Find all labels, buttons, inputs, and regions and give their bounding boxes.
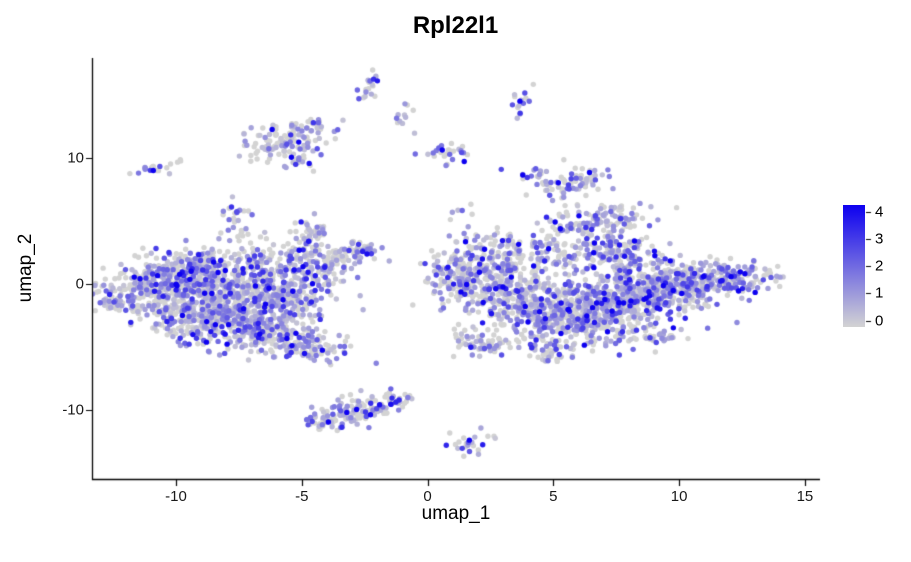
colorbar-tick-label: 1 bbox=[875, 284, 884, 302]
y-tick-label: 0 bbox=[75, 275, 84, 293]
x-tick-label: 0 bbox=[423, 488, 432, 505]
colorbar-tick-label: 4 bbox=[875, 203, 884, 221]
y-axis-title: umap_2 bbox=[15, 233, 36, 303]
colorbar-tick-label: 3 bbox=[875, 230, 884, 248]
y-tick-label: 10 bbox=[67, 149, 84, 167]
x-tick-label: 10 bbox=[670, 488, 688, 505]
x-tick-label: -10 bbox=[165, 488, 187, 505]
plot-title: Rpl22l1 bbox=[412, 12, 499, 39]
x-tick-label: -5 bbox=[295, 488, 309, 505]
y-tick-label: -10 bbox=[62, 401, 84, 419]
colorbar-tick-label: 0 bbox=[875, 312, 884, 329]
colorbar-gradient bbox=[843, 205, 865, 327]
x-tick-label: 15 bbox=[796, 488, 814, 505]
colorbar-tick-label: 2 bbox=[875, 257, 884, 275]
x-tick-label: 5 bbox=[549, 488, 558, 505]
x-axis-title: umap_1 bbox=[421, 503, 491, 524]
